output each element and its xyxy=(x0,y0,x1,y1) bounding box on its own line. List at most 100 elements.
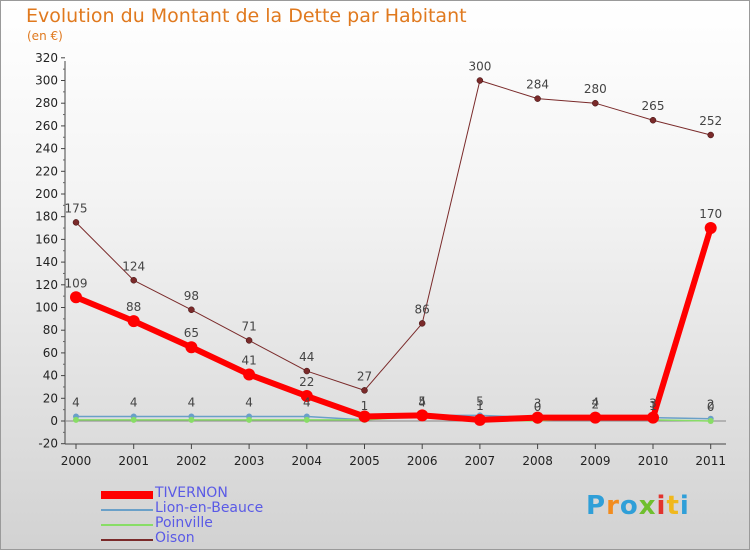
data-point-oison xyxy=(592,99,599,107)
data-point-oison xyxy=(707,131,714,139)
y-tick-label: 80 xyxy=(43,323,58,337)
data-label-lion-en-beauce: 4 xyxy=(188,395,196,409)
data-label-tivernon: 170 xyxy=(699,207,722,221)
data-point-tivernon xyxy=(704,222,717,235)
data-point-oison xyxy=(476,77,484,84)
series-line-oison xyxy=(75,80,711,391)
data-point-oison xyxy=(245,337,253,344)
legend-label: Oison xyxy=(155,530,195,546)
data-point-oison xyxy=(130,277,137,284)
data-label-oison: 27 xyxy=(357,369,372,383)
data-label-poinville: 0 xyxy=(534,400,542,414)
data-label-oison: 280 xyxy=(584,82,607,96)
data-label-lion-en-beauce: 5 xyxy=(418,394,426,408)
proxiti-logo: Proxiti xyxy=(586,491,690,521)
data-point-tivernon xyxy=(531,411,544,424)
y-tick-label: 180 xyxy=(35,210,58,224)
data-label-oison: 71 xyxy=(241,319,256,333)
brand-letter: i xyxy=(656,491,667,521)
legend-swatch xyxy=(101,539,153,541)
legend-item-poinville: Poinville xyxy=(101,515,321,532)
data-label-oison: 175 xyxy=(65,201,88,215)
brand-letter: r xyxy=(606,491,620,521)
data-label-tivernon: 88 xyxy=(126,300,141,314)
data-label-lion-en-beauce: 3 xyxy=(649,397,657,411)
y-tick-label: 40 xyxy=(43,369,58,383)
legend-swatch xyxy=(101,491,153,499)
legend-item-tivernon: TIVERNON xyxy=(101,485,321,502)
brand-letter: t xyxy=(666,491,680,521)
y-tick-label: 60 xyxy=(43,346,58,360)
x-tick-label: 2002 xyxy=(176,454,207,468)
y-tick-label: 0 xyxy=(50,414,58,428)
data-label-lion-en-beauce: 2 xyxy=(591,398,599,412)
y-tick-label: 140 xyxy=(35,255,58,269)
data-label-oison: 300 xyxy=(468,60,491,74)
data-label-oison: 86 xyxy=(415,302,430,316)
y-tick-label: 20 xyxy=(43,391,58,405)
data-point-oison xyxy=(72,219,80,226)
y-tick-label: 220 xyxy=(35,164,58,178)
data-point-poinville xyxy=(130,416,137,423)
data-point-tivernon xyxy=(243,368,256,381)
data-label-poinville: 4 xyxy=(418,395,426,409)
data-point-poinville xyxy=(246,416,253,423)
data-label-oison: 284 xyxy=(526,78,549,92)
data-label-oison: 98 xyxy=(184,289,199,303)
data-point-oison xyxy=(188,306,195,314)
legend-label: Poinville xyxy=(155,515,213,531)
data-point-oison xyxy=(534,95,541,102)
data-label-lion-en-beauce: 2 xyxy=(707,398,715,412)
data-point-poinville xyxy=(707,418,714,424)
y-tick-label: 300 xyxy=(35,74,58,88)
y-tick-label: 100 xyxy=(35,301,58,315)
data-label-lion-en-beauce: 4 xyxy=(72,395,80,409)
x-tick-label: 2010 xyxy=(638,454,669,468)
data-label-oison: 44 xyxy=(299,350,314,364)
data-point-tivernon xyxy=(589,411,602,424)
data-label-tivernon: 41 xyxy=(241,353,256,367)
y-tick-label: 120 xyxy=(35,278,58,292)
y-unit-label: (en €) xyxy=(27,29,63,43)
x-tick-label: 2005 xyxy=(349,454,380,468)
y-tick-label: 240 xyxy=(35,142,58,156)
x-tick-label: 2006 xyxy=(407,454,438,468)
data-point-poinville xyxy=(303,416,310,423)
x-tick-label: 2003 xyxy=(234,454,265,468)
chart-title: Evolution du Montant de la Dette par Hab… xyxy=(26,5,467,27)
data-point-poinville xyxy=(188,416,195,423)
data-point-oison xyxy=(303,367,311,375)
data-label-lion-en-beauce: 1 xyxy=(361,399,369,413)
series-line-tivernon xyxy=(74,227,714,423)
legend-item-lion-en-beauce: Lion-en-Beauce xyxy=(101,500,321,517)
data-point-tivernon xyxy=(473,413,486,426)
data-point-tivernon xyxy=(300,390,313,403)
brand-letter: P xyxy=(586,491,607,521)
data-label-tivernon: 109 xyxy=(65,276,88,290)
x-tick-label: 2007 xyxy=(465,454,496,468)
y-tick-label: 160 xyxy=(35,232,58,246)
data-point-poinville xyxy=(73,416,79,423)
data-point-tivernon xyxy=(70,291,82,304)
y-tick-label: 320 xyxy=(35,51,58,65)
y-tick-label: 260 xyxy=(35,119,58,133)
data-label-lion-en-beauce: 5 xyxy=(476,394,484,408)
data-label-poinville: 1 xyxy=(476,399,484,413)
y-tick-label: -20 xyxy=(38,437,58,451)
data-point-oison xyxy=(361,387,368,394)
data-point-tivernon xyxy=(127,315,140,328)
legend-swatch xyxy=(101,509,153,511)
y-tick-label: 280 xyxy=(35,96,58,110)
data-point-oison xyxy=(418,320,426,327)
data-label-oison: 124 xyxy=(122,259,145,273)
data-point-oison xyxy=(649,116,657,124)
data-point-tivernon xyxy=(416,409,429,422)
legend-label: TIVERNON xyxy=(155,485,228,501)
data-label-poinville: 1 xyxy=(649,399,657,413)
data-label-oison: 265 xyxy=(642,99,665,113)
data-label-oison: 252 xyxy=(699,114,722,128)
brand-letter: i xyxy=(679,491,690,521)
brand-letter: o xyxy=(619,491,639,521)
